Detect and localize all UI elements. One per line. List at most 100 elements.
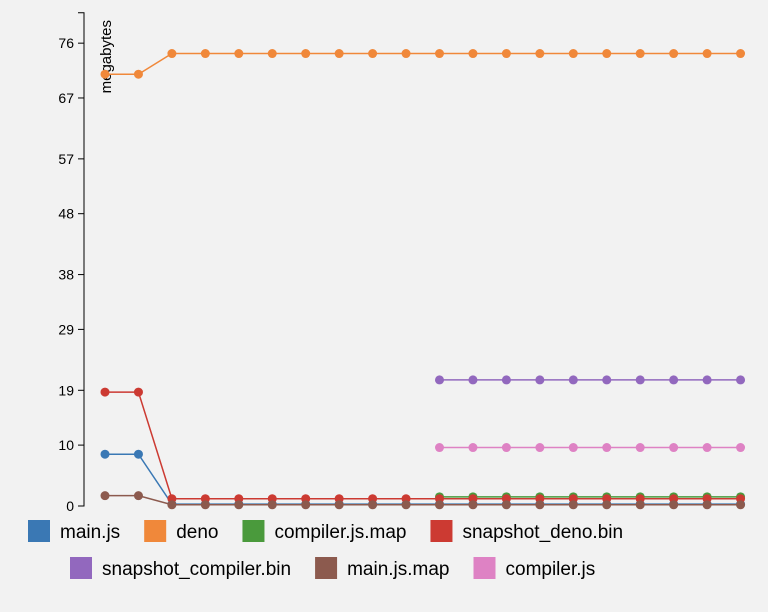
data-point bbox=[568, 49, 578, 59]
data-point bbox=[100, 449, 110, 459]
data-point bbox=[669, 375, 679, 385]
series-deno bbox=[100, 49, 746, 79]
data-point bbox=[635, 500, 645, 510]
data-point bbox=[669, 49, 679, 59]
data-point bbox=[568, 500, 578, 510]
legend-label: main.js bbox=[60, 522, 120, 543]
series-snapshot-deno-bin bbox=[100, 387, 746, 504]
data-point bbox=[736, 375, 746, 385]
y-tick-label: 38 bbox=[58, 267, 74, 283]
data-point bbox=[535, 500, 545, 510]
data-point bbox=[736, 500, 746, 510]
data-point bbox=[401, 500, 411, 510]
data-point bbox=[435, 500, 444, 510]
data-point bbox=[669, 500, 679, 510]
data-point bbox=[100, 387, 110, 397]
data-point bbox=[100, 69, 110, 79]
series-line bbox=[105, 494, 741, 506]
data-point bbox=[568, 443, 578, 453]
legend-label: main.js.map bbox=[347, 559, 449, 580]
data-point bbox=[435, 49, 444, 59]
legend-label: deno bbox=[176, 522, 218, 543]
data-point bbox=[133, 449, 143, 459]
legend-label: compiler.js.map bbox=[274, 522, 406, 543]
series-compiler-js bbox=[435, 443, 746, 453]
data-point bbox=[635, 49, 645, 59]
data-point bbox=[468, 500, 478, 510]
data-point bbox=[535, 375, 545, 385]
data-point bbox=[200, 500, 210, 510]
series-main-js-map bbox=[100, 491, 746, 510]
data-point bbox=[702, 443, 712, 453]
data-point bbox=[635, 443, 645, 453]
legend-swatch bbox=[315, 557, 338, 579]
data-point bbox=[100, 491, 110, 501]
legend-item: deno bbox=[144, 520, 218, 543]
data-point bbox=[435, 443, 444, 453]
data-point bbox=[602, 500, 612, 510]
y-tick-label: 48 bbox=[58, 206, 74, 222]
y-tick-label: 0 bbox=[66, 498, 74, 514]
data-point bbox=[602, 443, 612, 453]
data-point bbox=[267, 49, 277, 59]
data-point bbox=[133, 69, 143, 79]
legend-item: main.js bbox=[28, 520, 120, 543]
data-point bbox=[468, 375, 478, 385]
data-point bbox=[602, 49, 612, 59]
data-point bbox=[669, 443, 679, 453]
data-point bbox=[535, 49, 545, 59]
data-point bbox=[702, 375, 712, 385]
y-tick-label: 76 bbox=[58, 35, 74, 51]
y-tick-label: 19 bbox=[58, 382, 74, 398]
data-point bbox=[736, 49, 746, 59]
data-point bbox=[334, 500, 344, 510]
legend-item: main.js.map bbox=[315, 557, 450, 580]
data-point bbox=[702, 49, 712, 59]
data-point bbox=[468, 443, 478, 453]
legend-item: compiler.js.map bbox=[242, 520, 406, 543]
data-point bbox=[200, 49, 210, 59]
legend-label: snapshot_compiler.bin bbox=[102, 559, 291, 580]
legend: main.js deno compiler.js.map snapshot_deno.… bbox=[28, 520, 623, 580]
data-point bbox=[435, 375, 444, 385]
data-point bbox=[167, 49, 177, 59]
y-tick-label: 29 bbox=[58, 321, 74, 337]
data-point bbox=[468, 49, 478, 59]
data-point bbox=[401, 49, 411, 59]
y-axis-label: megabytes bbox=[98, 20, 115, 93]
plot-area bbox=[100, 49, 746, 510]
legend-item: compiler.js bbox=[473, 557, 596, 580]
data-point bbox=[635, 375, 645, 385]
data-point bbox=[602, 375, 612, 385]
y-tick-label: 67 bbox=[58, 90, 74, 106]
series-compiler-js-map bbox=[435, 492, 746, 502]
data-point bbox=[501, 500, 511, 510]
data-point bbox=[167, 500, 177, 510]
legend-item: snapshot_compiler.bin bbox=[70, 557, 291, 580]
data-point bbox=[133, 491, 143, 501]
data-point bbox=[133, 387, 143, 397]
series-main-js bbox=[100, 449, 746, 509]
legend-swatch bbox=[70, 557, 92, 579]
data-point bbox=[535, 443, 545, 453]
data-point bbox=[267, 500, 277, 510]
data-point bbox=[301, 500, 311, 510]
y-tick-label: 10 bbox=[58, 437, 74, 453]
data-point bbox=[368, 49, 378, 59]
series-line bbox=[105, 391, 741, 500]
data-point bbox=[234, 49, 244, 59]
legend-swatch bbox=[473, 557, 496, 579]
data-point bbox=[501, 375, 511, 385]
legend-swatch bbox=[28, 520, 50, 542]
data-point bbox=[501, 49, 511, 59]
y-axis: 0 10 19 29 38 48 57 67 76 bbox=[58, 12, 85, 514]
data-point bbox=[334, 49, 344, 59]
legend-label: compiler.js bbox=[506, 559, 596, 580]
legend-swatch bbox=[242, 520, 265, 542]
y-tick-label: 57 bbox=[58, 151, 74, 167]
legend-swatch bbox=[430, 520, 453, 542]
series-line bbox=[105, 52, 741, 75]
data-point bbox=[568, 375, 578, 385]
data-point bbox=[736, 443, 746, 453]
